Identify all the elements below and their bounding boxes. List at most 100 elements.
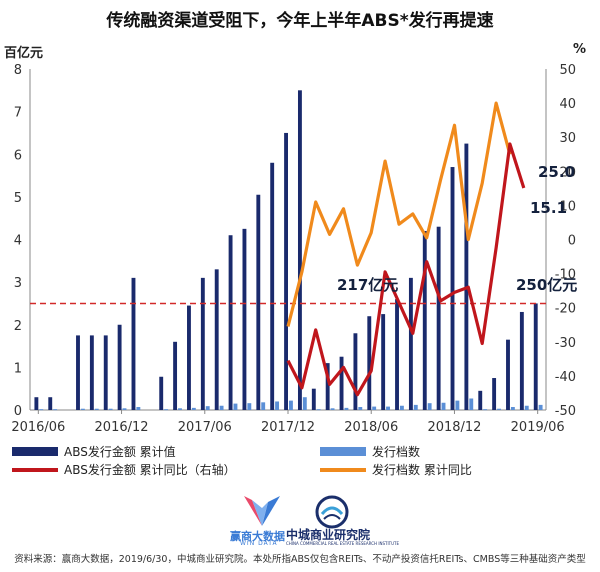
bar-count: [358, 407, 363, 410]
bar-amount: [339, 356, 344, 410]
left-tick-label: 4: [14, 234, 22, 249]
bar-amount: [228, 235, 233, 410]
bar-amount: [297, 90, 302, 410]
bar-count: [441, 402, 446, 410]
left-tick-label: 0: [14, 404, 22, 419]
legend-swatch-count-yoy: [320, 467, 366, 472]
bar-count: [178, 408, 182, 410]
bar-amount: [492, 378, 497, 410]
source-footnote: 资料来源：赢商大数据，2019/6/30，中城商业研究院。本处所指ABS仅包含R…: [14, 554, 586, 565]
right-tick-label: 10: [559, 199, 576, 214]
bar-count: [219, 405, 224, 410]
bar-amount: [89, 335, 94, 410]
bar-count: [469, 398, 474, 410]
bar-count: [164, 409, 169, 411]
left-tick-label: 5: [14, 191, 22, 206]
research-institute-logo-sub: CHINA COMMERCIAL REAL ESTATE RESEARCH IN…: [286, 541, 399, 546]
bar-count: [289, 400, 293, 410]
bar-count: [538, 404, 543, 410]
bar-count: [233, 403, 238, 410]
bar-count: [455, 400, 460, 410]
bar-count: [372, 406, 377, 410]
legend-item-amount: ABS发行金额 累计值: [12, 443, 176, 460]
bar-count: [483, 409, 488, 411]
x-tick-label: 2016/12: [95, 420, 149, 435]
bar-amount: [200, 277, 205, 410]
legend-item-count-yoy: 发行档数 累计同比: [320, 461, 472, 478]
bar-amount: [284, 132, 288, 410]
line-count-yoy: [286, 101, 512, 327]
bar-amount: [381, 314, 386, 410]
x-tick-label: 2017/06: [178, 420, 232, 435]
bar-count: [261, 402, 266, 410]
bar-count: [510, 407, 515, 410]
bar-count: [53, 409, 58, 411]
bar-amount: [325, 363, 330, 410]
bar-amount: [187, 305, 191, 410]
bar-amount: [533, 303, 538, 410]
legend-label-amount-yoy: ABS发行金额 累计同比（右轴）: [64, 463, 236, 477]
bar-amount: [408, 277, 413, 410]
bar-amount: [464, 143, 469, 410]
right-tick-label: -20: [555, 302, 576, 317]
bar-count: [386, 406, 390, 410]
bar-amount: [395, 299, 399, 410]
x-tick-label: 2017/12: [261, 420, 315, 435]
annotation-217: 217亿元: [337, 276, 398, 294]
x-tick-label: 2018/06: [344, 420, 398, 435]
left-tick-label: 8: [14, 63, 22, 78]
windata-logo-sub: WIN DATA: [240, 540, 278, 547]
right-tick-label: -50: [555, 404, 576, 419]
x-tick-label: 2019/06: [511, 420, 565, 435]
legend-swatch-count: [320, 447, 366, 456]
annotation-250: 250亿元: [516, 276, 577, 294]
research-institute-logo-icon: [315, 495, 349, 529]
left-tick-label: 1: [14, 361, 22, 376]
bar-count: [191, 407, 196, 410]
right-tick-label: -30: [555, 336, 576, 351]
annotation-15-1: 15.1: [530, 199, 567, 217]
bar-amount: [270, 162, 275, 410]
right-tick-label: 40: [559, 97, 576, 112]
bar-amount: [367, 316, 372, 410]
bar-amount: [131, 277, 136, 410]
bar-count: [413, 404, 418, 410]
bar-count: [122, 408, 127, 410]
right-tick-label: -10: [555, 268, 576, 283]
bar-count: [524, 405, 529, 410]
bar-count: [497, 408, 501, 410]
right-tick-label: -40: [555, 370, 576, 385]
bar-count: [302, 397, 307, 410]
chart-svg: 0 1 2 3 4 5 6 7 8 -50 -40 -30 -20 -10 0 10 20 30 40 50 2016/…: [11, 63, 577, 435]
windata-logo-name: 赢商大数据: [230, 530, 285, 543]
left-tick-label: 7: [14, 106, 22, 121]
bar-amount: [478, 390, 483, 410]
bar-count: [399, 405, 404, 410]
bar-amount: [242, 228, 247, 410]
left-tick-label: 2: [14, 319, 22, 334]
bar-amount: [76, 335, 80, 410]
bar-count: [247, 403, 252, 410]
bar-count: [108, 408, 113, 410]
right-tick-label: 50: [559, 63, 576, 78]
legend-label-count: 发行档数: [372, 445, 421, 459]
legend-label-amount: ABS发行金额 累计值: [64, 445, 176, 459]
bar-count: [136, 407, 141, 410]
left-axis-unit: 百亿元: [4, 46, 44, 61]
bar-amount: [256, 194, 261, 410]
left-tick-label: 3: [14, 276, 22, 291]
legend-swatch-amount-yoy: [12, 467, 58, 472]
bar-count: [316, 409, 321, 411]
bar-count: [275, 401, 280, 410]
bar-count: [80, 408, 85, 410]
bar-amount: [48, 397, 53, 410]
bar-amount: [311, 388, 316, 410]
bar-amount: [103, 335, 108, 410]
research-institute-logo-name: 中城商业研究院: [286, 528, 371, 542]
legend-item-amount-yoy: ABS发行金额 累计同比（右轴）: [12, 461, 236, 478]
bar-amount: [173, 341, 178, 410]
bar-count: [427, 403, 432, 410]
bar-amount: [506, 339, 510, 410]
bar-count: [94, 408, 99, 410]
